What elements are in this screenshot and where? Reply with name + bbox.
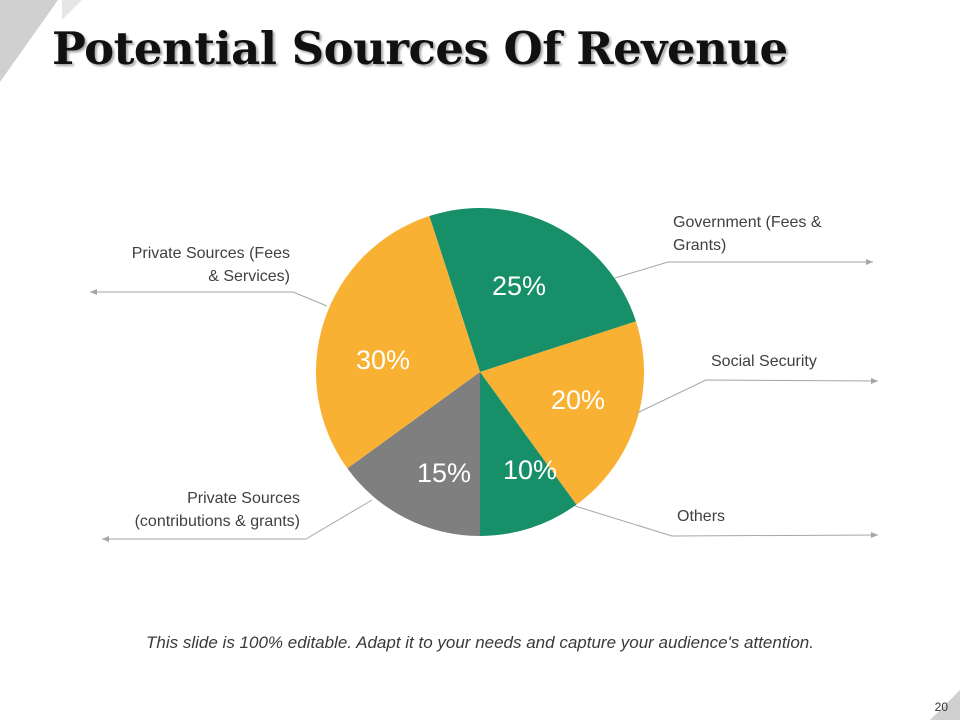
- pie-slice-government: [429, 208, 636, 372]
- corner-decoration-bottom-right: [930, 690, 960, 720]
- slice-value-government: 25%: [492, 271, 546, 301]
- slice-value-others: 10%: [503, 455, 557, 485]
- corner-decoration-top-left: [0, 0, 82, 82]
- pie-slice-private-fees: [315, 216, 480, 469]
- slide-title: Potential Sources Of Revenue: [52, 22, 788, 75]
- leader-line-private-contributions: [102, 499, 373, 542]
- pie-slice-social-security: [480, 321, 644, 505]
- footer-note: This slide is 100% editable. Adapt it to…: [146, 633, 814, 652]
- leader-line-others: [574, 505, 879, 539]
- page-number: 20: [934, 700, 948, 714]
- pie-slice-private-contributions: [347, 372, 480, 536]
- pie-slice-others: [480, 372, 577, 536]
- label-private-fees: Private Sources (Fees & Services): [131, 245, 290, 285]
- leader-line-private-fees: [90, 289, 328, 307]
- leader-line-government: [614, 259, 873, 279]
- label-government: Government (Fees & Grants): [673, 214, 822, 254]
- slice-value-private-fees: 30%: [356, 345, 410, 375]
- label-others: Others: [677, 508, 726, 525]
- slice-value-private-contributions: 15%: [417, 458, 471, 488]
- slice-value-social-security: 20%: [551, 385, 605, 415]
- label-social-security: Social Security: [711, 353, 817, 370]
- leader-line-social-security: [636, 377, 879, 414]
- label-private-contributions: Private Sources (contributions & grants): [134, 490, 300, 530]
